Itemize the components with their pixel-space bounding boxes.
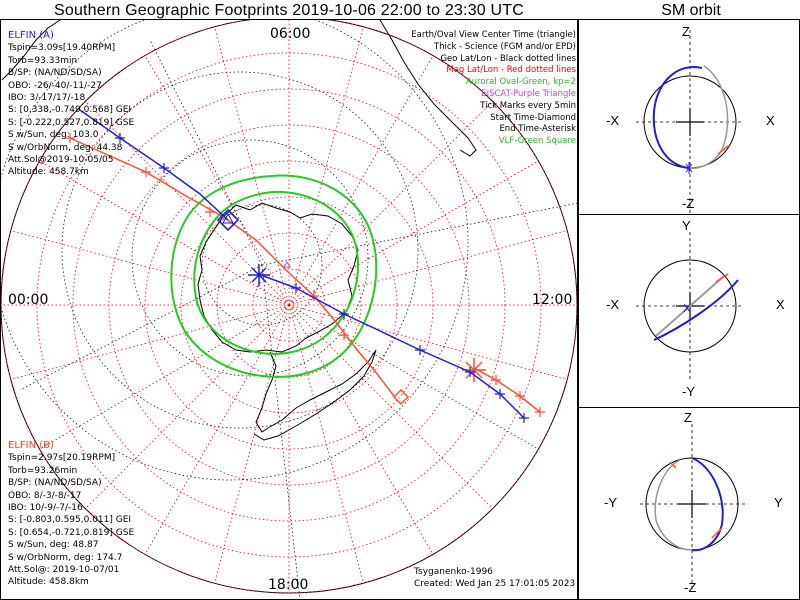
legend-item-2: Geo Lat/Lon - Black dotted lines — [440, 53, 576, 64]
elfin-b-line-6: S: [0.654,-0.721,0.819] GSE — [8, 527, 135, 538]
elfin-a-line-5: S: [0.338,-0.749,0.568] GEI — [8, 105, 132, 116]
elfin-b-info: ELFIN (B) Tspin=2.97s[20.19RPM] Torb=93.2… — [8, 440, 134, 589]
sm-panel-3-label-left: -Y — [604, 495, 617, 510]
mlt-label-top: 06:00 — [270, 26, 311, 42]
footer: Tsyganenko-1996 Created: Wed Jan 25 17:0… — [414, 566, 575, 591]
elfin-b-line-3: OBO: 8/-3/-8/-17 — [8, 490, 82, 501]
legend-item-3: Mag Lat/Lon - Red dotted lines — [446, 65, 576, 76]
sm2-orbit-a — [653, 279, 739, 341]
sm-orbit-title: SM orbit — [661, 2, 721, 19]
elfin-a-line-2: B/SP: (NA/ND/SD/SA) — [8, 68, 102, 79]
elfin-a-line-4: IBO: 3/-17/17/-18 — [8, 93, 86, 104]
elfin-a-header: ELFIN (A) — [8, 30, 54, 41]
elfin-a-line-7: S w/Sun, deg: 103.0 — [8, 130, 99, 141]
elfin-a-view-triangle — [222, 212, 234, 224]
elfin-b-header: ELFIN (B) — [8, 440, 54, 451]
legend-item-8: End Time-Asterisk — [499, 124, 576, 135]
sm1-orbit-b — [685, 65, 729, 170]
elfin-b-track — [65, 133, 545, 417]
auroral-ovals — [170, 174, 378, 378]
elfin-a-line-10: Altitude: 458.7km — [8, 167, 89, 178]
elfin-b-start-diamond — [392, 388, 410, 406]
elfin-b-line-9: Att.Sol@: 2019-10-07/01 — [8, 565, 120, 576]
sm-panel-1-label-right: X — [766, 113, 775, 128]
mlt-label-right: 12:00 — [532, 292, 573, 308]
mlt-label-bottom: 18:00 — [268, 577, 309, 593]
sm-panel-2 — [636, 232, 744, 380]
elfin-a-start-diamond — [216, 208, 240, 232]
sm-panel-2-label-right: X — [776, 297, 785, 312]
coastlines — [1, 20, 477, 441]
legend: Earth/Oval View Center Time (triangle) Th… — [411, 30, 576, 148]
sm-panel-2-label-top: Y — [682, 218, 691, 233]
sm-panel-2-label-bottom: -Y — [682, 384, 695, 399]
sm-panel-3-label-top: Z — [684, 410, 692, 425]
mlt-label-left: 00:00 — [8, 292, 49, 308]
sm-panel-3-label-bottom: -Z — [684, 580, 697, 595]
model-label: Tsyganenko-1996 — [414, 567, 493, 577]
elfin-b-line-7: S w/Sun, deg: 48.87 — [8, 540, 99, 551]
legend-item-1: Thick - Science (FGM and/or EPD) — [433, 41, 576, 52]
elfin-a-line-0: Tspin=3.09s[19.40RPM] — [8, 43, 116, 54]
elfin-a-info: ELFIN (A) Tspin=3.09s[19.40RPM] Torb=93.3… — [8, 30, 134, 179]
elfin-b-end-asterisk — [462, 358, 486, 382]
legend-item-5: EISCAT-Purple Triangle — [481, 88, 576, 99]
elfin-a-ticks — [115, 133, 529, 423]
auroral-oval-inner — [193, 190, 359, 355]
elfin-b-line-0: Tspin=2.97s[20.19RPM] — [8, 453, 116, 464]
elfin-a-line-1: Torb=93.33min — [8, 55, 78, 66]
sm-panel-1-label-bottom: -Z — [682, 196, 695, 211]
sm-panel-2-label-left: -X — [606, 297, 619, 312]
elfin-a-line-9: Att.Sol@2019-10-05/05 — [8, 155, 114, 166]
antarctica-coastline — [197, 202, 359, 353]
elfin-b-line-10: Altitude: 458.8km — [8, 577, 89, 588]
legend-item-4: Auroral Oval-Green, kp=2 — [465, 77, 576, 88]
sm3-orbit-a — [691, 457, 724, 552]
south-america-coastline — [253, 349, 377, 441]
sm-panel-1 — [636, 30, 744, 214]
elfin-a-lines: Tspin=3.09s[19.40RPM] Torb=93.33min B/SP: … — [8, 42, 134, 178]
page-title: Southern Geographic Footprints 2019-10-0… — [53, 2, 525, 19]
elfin-b-line-1: Torb=93.26min — [8, 465, 78, 476]
elfin-a-line-6: S: [-0.222,0.527,0.819] GSE — [8, 117, 135, 128]
sm1-orbit-a — [652, 66, 703, 169]
legend-item-7: Start Time-Diamond — [490, 112, 576, 123]
elfin-a-line-3: OBO: -26/-40/-11/-27 — [8, 80, 102, 91]
elfin-b-line-8: S w/OrbNorm, deg: 174.7 — [8, 552, 123, 563]
sm2-orbit-b — [655, 275, 725, 337]
elfin-b-lines: Tspin=2.97s[20.19RPM] Torb=93.26min B/SP: … — [8, 452, 134, 588]
australia-coastline — [1, 20, 61, 81]
sm-panel-3 — [640, 424, 746, 590]
legend-item-6: Tick Marks every 5min — [480, 100, 576, 111]
geo-grid — [1, 20, 577, 599]
elfin-b-line-5: S: [-0.803,0.595,0.011] GEI — [8, 515, 132, 526]
elfin-a-track — [79, 109, 529, 423]
sm-panel-1-label-left: -X — [606, 113, 619, 128]
eiscat-triangle — [283, 261, 291, 268]
elfin-a-end-asterisk — [248, 264, 270, 286]
sm3-orbit-b — [654, 459, 693, 551]
created-timestamp: Created: Wed Jan 25 17:01:05 2023 — [414, 579, 576, 590]
elfin-b-line-2: B/SP: (NA/ND/SD/SA) — [8, 478, 102, 489]
sm-panel-3-label-right: Y — [774, 495, 783, 510]
africa-coastline — [379, 20, 477, 157]
elfin-b-line-4: IBO: 10/-9/-7/-16 — [8, 503, 83, 514]
sm-panel-1-label-top: Z — [682, 24, 690, 39]
legend-item-9: VLF-Green Square — [498, 136, 576, 147]
auroral-oval-outer — [170, 174, 378, 378]
elfin-a-line-8: S w/OrbNorm, deg: 44.38 — [8, 142, 123, 153]
legend-item-0: Earth/Oval View Center Time (triangle) — [411, 30, 576, 40]
